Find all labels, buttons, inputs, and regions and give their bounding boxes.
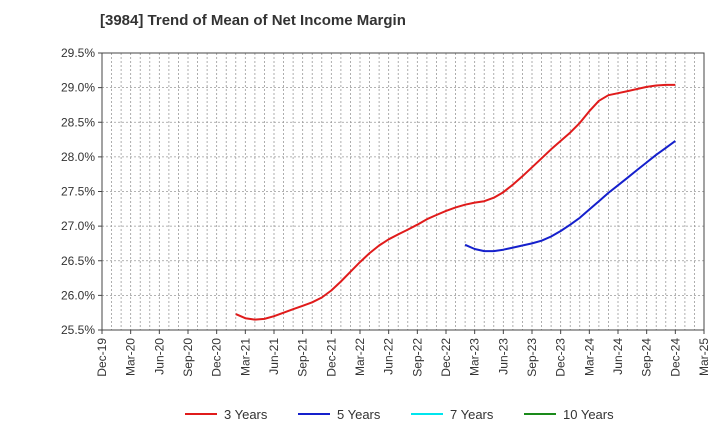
legend: 3 Years 5 Years 7 Years 10 Years	[185, 407, 614, 422]
y-tick-label: 27.0%	[61, 219, 95, 233]
x-tick-label: Dec-24	[668, 338, 682, 377]
x-tick-label: Jun-22	[382, 338, 396, 375]
x-tick-label: Mar-21	[238, 338, 252, 376]
x-tick-label: Mar-20	[124, 338, 138, 376]
legend-label-5-years: 5 Years	[337, 407, 381, 422]
series-lines	[235, 83, 676, 321]
grid	[102, 53, 704, 330]
x-tick-label: Sep-20	[181, 338, 195, 377]
x-tick-label: Dec-20	[210, 338, 224, 377]
y-tick-label: 29.0%	[61, 81, 95, 95]
x-tick-label: Mar-25	[697, 338, 711, 376]
x-tick-label: Jun-21	[267, 338, 281, 375]
x-tick-label: Sep-22	[410, 338, 424, 377]
legend-label-10-years: 10 Years	[563, 407, 614, 422]
x-tick-label: Jun-23	[496, 338, 510, 375]
x-tick-label: Jun-24	[611, 338, 625, 375]
y-tick-label: 27.5%	[61, 185, 95, 199]
x-tick-label: Mar-22	[353, 338, 367, 376]
x-axis-ticks: Dec-19 Mar-20 Jun-20 Sep-20 Dec-20 Mar-21 Jun-…	[95, 330, 711, 377]
x-tick-label: Sep-23	[525, 338, 539, 377]
x-tick-label: Dec-21	[324, 338, 338, 377]
legend-label-3-years: 3 Years	[224, 407, 268, 422]
x-tick-label: Sep-24	[640, 338, 654, 377]
legend-label-7-years: 7 Years	[450, 407, 494, 422]
x-tick-label: Dec-19	[95, 338, 109, 377]
x-tick-label: Dec-23	[554, 338, 568, 377]
x-tick-label: Mar-23	[468, 338, 482, 376]
y-tick-label: 29.5%	[61, 46, 95, 60]
chart-title: [3984] Trend of Mean of Net Income Margi…	[100, 12, 406, 29]
series-line-3-years	[235, 83, 676, 321]
series-line-5-years	[464, 140, 676, 253]
y-tick-label: 28.5%	[61, 115, 95, 129]
x-tick-label: Sep-21	[296, 338, 310, 377]
x-tick-label: Mar-24	[582, 338, 596, 376]
y-tick-label: 26.5%	[61, 254, 95, 268]
y-axis-ticks: 25.5% 26.0% 26.5% 27.0% 27.5% 28.0% 28.5% 29.0%…	[61, 46, 102, 337]
y-tick-label: 26.0%	[61, 288, 95, 302]
y-tick-label: 28.0%	[61, 150, 95, 164]
x-tick-label: Jun-20	[152, 338, 166, 375]
x-tick-label: Dec-22	[439, 338, 453, 377]
y-tick-label: 25.5%	[61, 323, 95, 337]
